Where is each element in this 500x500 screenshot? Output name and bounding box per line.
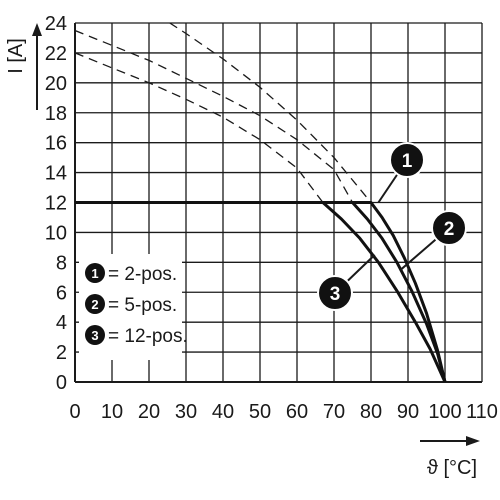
y-tick-label: 4 (56, 312, 67, 334)
curve-callouts: 1 2 3 (317, 142, 467, 311)
legend-badge-2 (85, 294, 105, 314)
y-axis-title: I [A] (5, 23, 42, 110)
x-tick-label: 50 (249, 401, 271, 423)
x-tick-label: 30 (175, 401, 197, 423)
callout-badge-3 (317, 275, 353, 311)
legend-entry-label: = 12-pos. (108, 326, 188, 347)
callout-badge-label: 1 (402, 151, 413, 172)
y-tick-label: 20 (45, 73, 67, 95)
x-tick-label: 10 (101, 401, 123, 423)
y-tick-label: 6 (56, 282, 67, 304)
y-tick-label: 16 (45, 133, 67, 155)
y-tick-label: 8 (56, 252, 67, 274)
solid-curve-2 (75, 201, 447, 382)
x-tick-label: 90 (397, 401, 419, 423)
callout-badge-1 (389, 142, 425, 178)
legend: 1 = 2-pos. 2 = 5-pos. 3 = 12-pos. (79, 254, 188, 360)
callout-badge-2 (431, 210, 467, 246)
dashed-curve-3 (75, 52, 324, 203)
y-axis-label: I [A] (5, 38, 27, 74)
legend-badge-label: 1 (91, 266, 98, 281)
x-tick-label: 60 (286, 401, 308, 423)
derating-solid-curves (75, 201, 447, 382)
y-tick-label: 24 (45, 13, 67, 35)
legend-badge-3 (85, 325, 105, 345)
y-tick-label: 18 (45, 103, 67, 125)
x-axis-label: ϑ [°C] (427, 457, 477, 479)
x-tick-label: 100 (428, 401, 461, 423)
y-tick-label: 14 (45, 163, 67, 185)
grid (74, 22, 483, 383)
y-tick-label: 22 (45, 43, 67, 65)
x-tick-label: 110 (466, 401, 498, 423)
legend-entry-label: = 5-pos. (108, 295, 177, 316)
solid-curve-3 (75, 201, 447, 382)
y-tick-label: 10 (45, 222, 67, 244)
legend-badge-label: 2 (91, 297, 98, 312)
dashed-curve-2 (75, 29, 354, 203)
y-tick-label: 2 (56, 342, 67, 364)
y-axis-arrow-head (32, 23, 42, 36)
legend-badge-1 (85, 263, 105, 283)
x-tick-label: 70 (323, 401, 345, 423)
x-axis-arrow-head (466, 436, 480, 446)
solid-curve-1 (75, 201, 447, 382)
x-axis-title: ϑ [°C] (420, 436, 480, 479)
x-tick-label: 40 (212, 401, 234, 423)
callout-badge-label: 3 (330, 284, 341, 305)
legend-entry-label: = 2-pos. (108, 264, 177, 285)
x-tick-label: 20 (138, 401, 160, 423)
y-tick-label: 12 (45, 193, 67, 215)
x-tick-label: 80 (360, 401, 382, 423)
axis-ticks: 0 10 20 30 40 50 60 70 80 90 100 110024681012141618… (45, 13, 498, 423)
y-tick-label: 0 (56, 372, 67, 394)
legend-badge-label: 3 (91, 328, 98, 343)
x-tick-label: 0 (69, 401, 80, 423)
derating-dashed-curves (75, 23, 372, 203)
callout-badge-label: 2 (444, 219, 455, 240)
dashed-curve-1 (168, 23, 372, 203)
